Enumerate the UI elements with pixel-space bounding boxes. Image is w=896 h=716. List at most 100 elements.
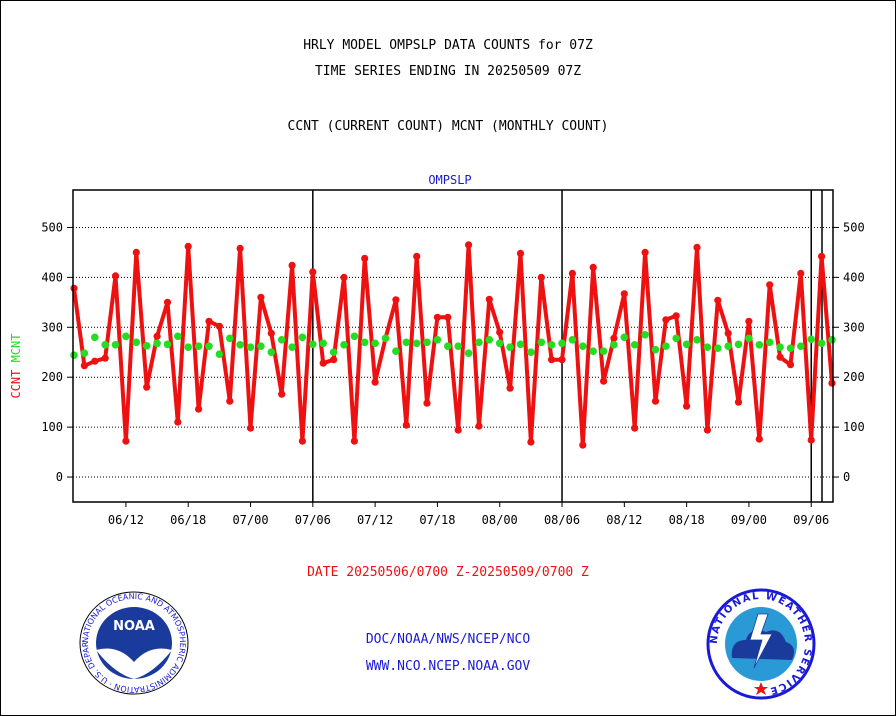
- y-tick-label-left: 300: [41, 320, 63, 334]
- series-ccnt: [70, 241, 836, 449]
- mcnt-point: [495, 339, 504, 348]
- x-tick-label: 06/12: [108, 513, 144, 527]
- mcnt-point: [464, 349, 473, 358]
- ccnt-point: [600, 377, 608, 385]
- mcnt-point: [412, 339, 421, 348]
- mcnt-point: [817, 339, 826, 348]
- y-tick-label-right: 200: [843, 370, 865, 384]
- mcnt-point: [641, 331, 649, 339]
- mcnt-point: [516, 340, 525, 349]
- ccnt-point: [454, 426, 462, 434]
- panel-label: OMPSLP: [428, 173, 471, 187]
- mcnt-point: [91, 333, 99, 342]
- nws-logo: NATIONAL WEATHER SERVICE: [706, 588, 816, 700]
- ccnt-point: [288, 261, 296, 269]
- ccnt-point: [444, 313, 452, 321]
- mcnt-point: [558, 339, 566, 348]
- mcnt-point: [682, 340, 691, 349]
- mcnt-point: [392, 347, 400, 356]
- mcnt-point: [693, 336, 701, 344]
- mcnt-point: [288, 343, 296, 352]
- chart-subtitle: CCNT (CURRENT COUNT) MCNT (MONTHLY COUNT…: [287, 119, 609, 134]
- ccnt-point: [257, 293, 265, 301]
- ccnt-point: [101, 354, 109, 362]
- x-tick-label: 08/00: [482, 513, 518, 527]
- ccnt-point: [703, 426, 712, 434]
- x-tick-label: 08/18: [669, 513, 705, 527]
- y-tick-label-right: 400: [843, 270, 865, 284]
- mcnt-point: [589, 347, 597, 356]
- noaa-logo-text: NOAA: [113, 619, 155, 634]
- ccnt-point: [80, 362, 88, 370]
- ylabel-ccnt: CCNT: [9, 370, 23, 399]
- grid-lines: [73, 226, 833, 478]
- noaa-gull-icon: [96, 648, 172, 679]
- y-tick-labels: 0 0 100 100 200 200 300 300 400 400 500 500: [41, 220, 864, 484]
- ccnt-point: [641, 248, 649, 256]
- mcnt-point: [579, 342, 587, 351]
- mcnt-point: [402, 338, 411, 347]
- mcnt-point: [786, 344, 795, 353]
- mcnt-point: [537, 338, 546, 347]
- mcnt-point: [194, 342, 203, 351]
- mcnt-point: [610, 341, 618, 349]
- y-tick-label-left: 400: [41, 270, 63, 284]
- mcnt-point: [672, 334, 680, 343]
- ccnt-point: [340, 273, 348, 281]
- ccnt-point: [361, 254, 369, 262]
- mcnt-point: [101, 341, 109, 349]
- y-tick-label-right: 0: [843, 470, 850, 484]
- ccnt-point: [807, 436, 815, 444]
- nws-star-icon: [754, 682, 768, 695]
- ccnt-point: [174, 418, 182, 426]
- footer-link-doc[interactable]: DOC/NOAA/NWS/NCEP/NCO: [365, 632, 531, 647]
- mcnt-point: [360, 338, 369, 347]
- y-axis-label: CCNT MCNT: [9, 333, 23, 398]
- ccnt-point: [205, 317, 213, 325]
- ccnt-point: [651, 397, 660, 405]
- mcnt-point: [454, 342, 463, 351]
- mcnt-point: [309, 340, 317, 349]
- ccnt-point: [226, 397, 234, 405]
- mcnt-point: [423, 338, 431, 347]
- ccnt-point: [818, 252, 826, 260]
- ccnt-point: [496, 328, 504, 336]
- mcnt-point: [153, 339, 161, 348]
- ccnt-point: [309, 268, 317, 276]
- mcnt-point: [163, 340, 172, 349]
- ccnt-point: [423, 399, 431, 407]
- ccnt-point: [579, 441, 587, 449]
- mcnt-point: [765, 338, 774, 347]
- mcnt-point: [70, 351, 78, 360]
- ccnt-point: [786, 361, 795, 369]
- ccnt-point: [195, 405, 203, 413]
- data-series: [70, 241, 836, 449]
- ccnt-point: [350, 437, 358, 445]
- footer-link-nco[interactable]: WWW.NCO.NCEP.NOAA.GOV: [365, 659, 531, 674]
- mcnt-point: [132, 338, 141, 347]
- y-tick-label-left: 500: [41, 220, 63, 234]
- ccnt-point: [683, 402, 691, 410]
- mcnt-point: [755, 341, 764, 349]
- mcnt-point: [662, 342, 670, 351]
- ccnt-point: [278, 390, 286, 398]
- date-range: DATE 20250506/0700 Z-20250509/0700 Z: [307, 565, 589, 580]
- ccnt-point: [132, 248, 140, 256]
- mcnt-point: [630, 341, 639, 349]
- ccnt-point: [724, 329, 732, 337]
- ccnt-point: [184, 242, 192, 250]
- mcnt-point: [319, 339, 328, 348]
- mcnt-point: [267, 348, 276, 357]
- mcnt-point: [724, 342, 732, 351]
- mcnt-point: [475, 338, 483, 347]
- ccnt-point: [558, 356, 566, 364]
- mcnt-point: [745, 334, 753, 343]
- mcnt-point: [599, 347, 608, 356]
- series-mcnt: [70, 331, 836, 360]
- mcnt-point: [568, 336, 577, 344]
- x-tick-label: 08/12: [606, 513, 642, 527]
- x-tick-label: 07/06: [295, 513, 331, 527]
- mcnt-point: [506, 343, 514, 352]
- ccnt-point: [568, 269, 577, 277]
- mcnt-point: [547, 341, 556, 349]
